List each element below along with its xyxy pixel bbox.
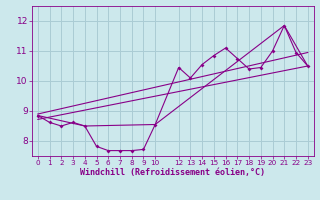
X-axis label: Windchill (Refroidissement éolien,°C): Windchill (Refroidissement éolien,°C) (80, 168, 265, 177)
